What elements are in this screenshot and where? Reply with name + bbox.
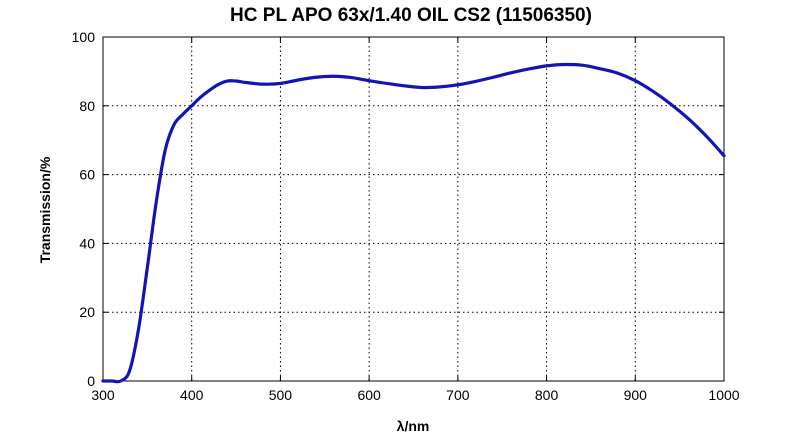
axis-ticks	[102, 36, 725, 382]
y-tick-label-0: 0	[87, 373, 95, 389]
x-axis-label: λ/nm	[397, 418, 430, 434]
x-tick-label-1000: 1000	[708, 387, 739, 403]
y-tick-label-100: 100	[72, 29, 96, 45]
chart-title: HC PL APO 63x/1.40 OIL CS2 (11506350)	[230, 5, 592, 26]
y-tick-label-40: 40	[79, 235, 95, 251]
x-tick-label-400: 400	[180, 387, 204, 403]
y-tick-label-80: 80	[79, 98, 95, 114]
y-tick-label-20: 20	[79, 304, 95, 320]
x-tick-label-700: 700	[446, 387, 470, 403]
plot-frame	[102, 36, 725, 382]
y-tick-label-60: 60	[79, 167, 95, 183]
x-tick-label-600: 600	[357, 387, 381, 403]
series-line-transmission	[101, 62, 726, 384]
tick-labels: 300 400 500 600 700 800 900 1000 0 20 40 60 80 100	[72, 29, 740, 403]
grid	[103, 37, 724, 381]
x-tick-label-300: 300	[91, 387, 115, 403]
x-tick-label-800: 800	[535, 387, 559, 403]
x-tick-label-500: 500	[269, 387, 293, 403]
x-tick-label-900: 900	[624, 387, 648, 403]
y-axis-label: Transmission/%	[37, 156, 53, 263]
